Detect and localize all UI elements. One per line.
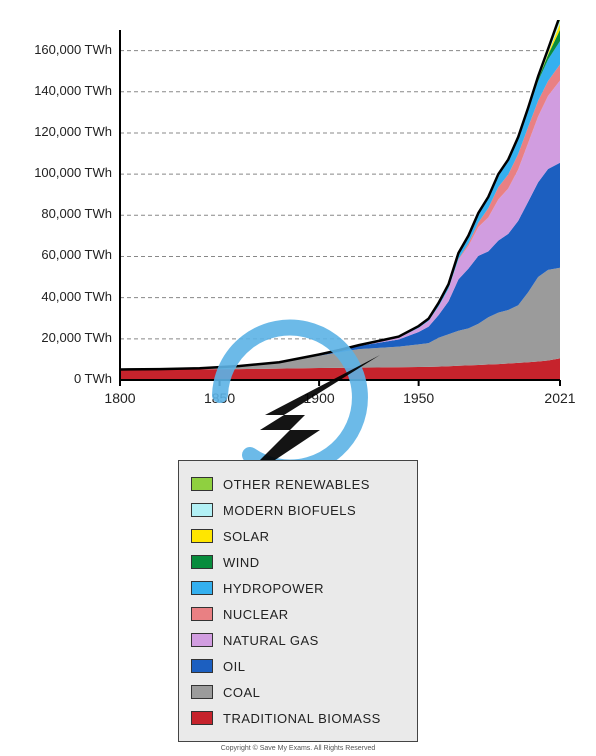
y-axis-label: 120,000 TWh xyxy=(22,124,112,139)
legend-item-other_renewables: OTHER RENEWABLES xyxy=(191,471,405,497)
legend-swatch xyxy=(191,529,213,543)
y-axis-label: 160,000 TWh xyxy=(22,42,112,57)
legend-swatch xyxy=(191,581,213,595)
legend-item-wind: WIND xyxy=(191,549,405,575)
chart-legend: OTHER RENEWABLES MODERN BIOFUELS SOLAR WIND… xyxy=(178,460,418,742)
legend-swatch xyxy=(191,503,213,517)
y-axis-label: 0 TWh xyxy=(22,371,112,386)
x-axis-label: 1850 xyxy=(195,390,245,406)
legend-item-traditional_biomass: TRADITIONAL BIOMASS xyxy=(191,705,405,731)
legend-item-oil: OIL xyxy=(191,653,405,679)
y-axis-label: 60,000 TWh xyxy=(22,247,112,262)
energy-stacked-area-chart: 0 TWh 20,000 TWh 40,000 TWh 60,000 TWh 80,00… xyxy=(20,20,576,420)
legend-label: OIL xyxy=(223,659,245,674)
x-axis-label: 2021 xyxy=(535,390,585,406)
legend-label: SOLAR xyxy=(223,529,270,544)
legend-label: NUCLEAR xyxy=(223,607,289,622)
x-axis-label: 1950 xyxy=(394,390,444,406)
legend-item-modern_biofuels: MODERN BIOFUELS xyxy=(191,497,405,523)
legend-item-solar: SOLAR xyxy=(191,523,405,549)
legend-label: OTHER RENEWABLES xyxy=(223,477,370,492)
legend-label: HYDROPOWER xyxy=(223,581,324,596)
legend-item-nuclear: NUCLEAR xyxy=(191,601,405,627)
legend-swatch xyxy=(191,711,213,725)
legend-item-coal: COAL xyxy=(191,679,405,705)
legend-label: COAL xyxy=(223,685,260,700)
y-axis-label: 140,000 TWh xyxy=(22,83,112,98)
y-axis-label: 100,000 TWh xyxy=(22,165,112,180)
legend-swatch xyxy=(191,477,213,491)
legend-label: MODERN BIOFUELS xyxy=(223,503,356,518)
legend-item-hydropower: HYDROPOWER xyxy=(191,575,405,601)
legend-swatch xyxy=(191,685,213,699)
legend-swatch xyxy=(191,659,213,673)
copyright-text: Copyright © Save My Exams. All Rights Re… xyxy=(0,745,596,752)
legend-item-natural_gas: NATURAL GAS xyxy=(191,627,405,653)
y-axis-label: 40,000 TWh xyxy=(22,289,112,304)
y-axis-label: 80,000 TWh xyxy=(22,206,112,221)
legend-label: NATURAL GAS xyxy=(223,633,319,648)
legend-label: WIND xyxy=(223,555,260,570)
x-axis-label: 1900 xyxy=(294,390,344,406)
legend-swatch xyxy=(191,607,213,621)
legend-swatch xyxy=(191,555,213,569)
legend-label: TRADITIONAL BIOMASS xyxy=(223,711,381,726)
y-axis-label: 20,000 TWh xyxy=(22,330,112,345)
x-axis-label: 1800 xyxy=(95,390,145,406)
legend-swatch xyxy=(191,633,213,647)
